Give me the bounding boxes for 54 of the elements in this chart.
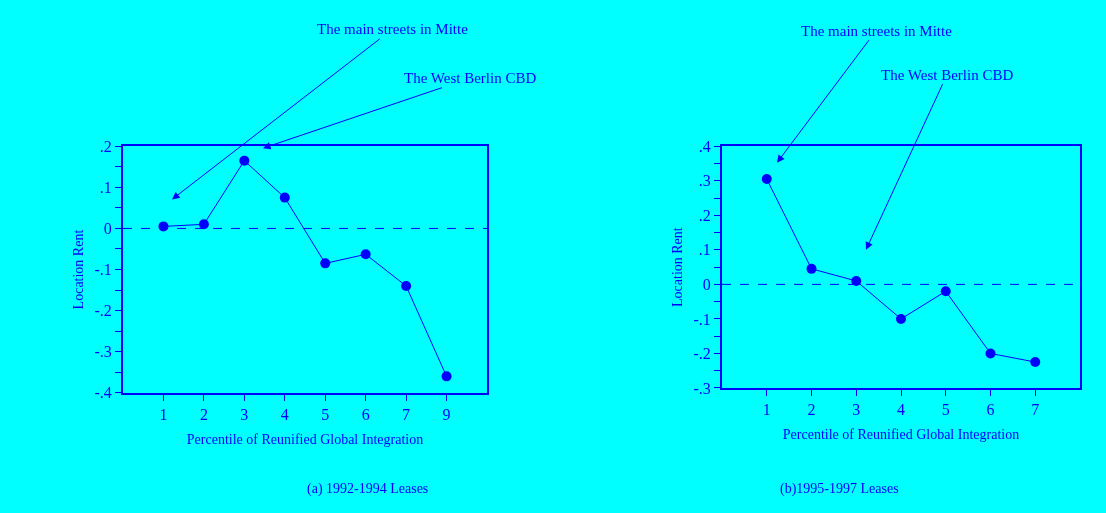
y-tick-label: .3 <box>698 172 711 190</box>
x-axis-title: Percentile of Reunified Global Integration <box>782 426 1020 442</box>
x-tick-label: 6 <box>986 401 995 419</box>
y-tick-label: 0 <box>103 220 112 238</box>
point <box>851 275 862 286</box>
x-tick-label: 2 <box>807 401 816 419</box>
point <box>985 348 996 359</box>
x-axis-title: Percentile of Reunified Global Integration <box>186 431 424 447</box>
y-tick-label: -.1 <box>94 261 112 279</box>
point <box>279 192 290 203</box>
point <box>806 263 817 274</box>
x-tick-label: 5 <box>941 401 950 419</box>
text: The West Berlin CBD <box>881 67 1014 83</box>
point <box>1030 357 1041 368</box>
y-tick-label: .1 <box>99 178 112 196</box>
text: The main streets in Mitte <box>801 23 953 39</box>
y-tick-label: .4 <box>698 137 711 155</box>
x-tick-label: 4 <box>897 401 905 419</box>
x-tick-label: 7 <box>402 406 411 424</box>
x-tick-label: 6 <box>361 406 370 424</box>
x-tick-label: 3 <box>240 406 249 424</box>
y-tick-label: -.1 <box>693 310 711 328</box>
x-tick-label: 9 <box>442 406 451 424</box>
y-tick-label: -.4 <box>94 384 112 402</box>
text: The West Berlin CBD <box>404 70 537 86</box>
point <box>441 371 452 382</box>
y-tick-label: .2 <box>698 206 711 224</box>
x-tick-label: 5 <box>321 406 330 424</box>
y-axis-title: Location Rent <box>70 229 86 310</box>
point <box>940 286 951 297</box>
y-tick-label: -.2 <box>693 345 711 363</box>
x-tick-label: 4 <box>280 406 289 424</box>
y-tick-label: .1 <box>698 241 711 259</box>
point <box>320 258 331 269</box>
point <box>239 155 250 166</box>
y-tick-label: -.2 <box>94 302 112 320</box>
point <box>896 313 906 324</box>
x-tick-label: 1 <box>159 406 168 424</box>
x-tick-label: 2 <box>199 406 208 424</box>
point <box>401 280 412 291</box>
y-axis-title: Location Rent <box>669 227 685 307</box>
x-tick-label: 3 <box>852 401 861 419</box>
text: (b)1995-1997 Leases <box>780 481 899 497</box>
point <box>761 174 772 185</box>
y-tick-label: .2 <box>99 137 112 155</box>
y-tick-label: -.3 <box>94 343 112 361</box>
y-tick-label: 0 <box>702 275 711 293</box>
point <box>360 249 371 260</box>
x-tick-label: 7 <box>1031 401 1040 419</box>
text: (a) 1992-1994 Leases <box>307 481 429 497</box>
point <box>198 219 209 230</box>
y-tick-label: -.3 <box>693 379 711 397</box>
text: The main streets in Mitte <box>317 21 469 37</box>
x-tick-label: 1 <box>762 401 771 419</box>
